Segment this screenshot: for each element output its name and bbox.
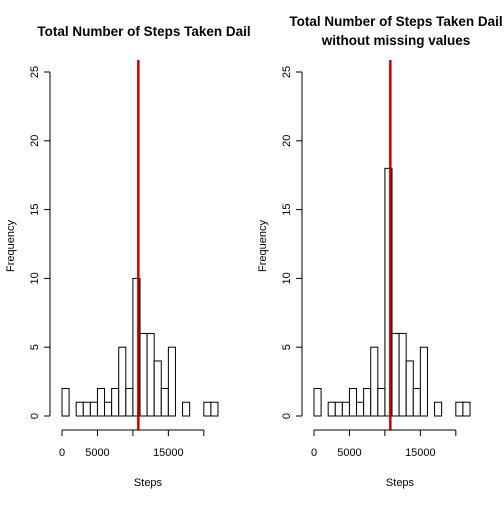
chart-title-line: Total Number of Steps Taken Dail (289, 14, 502, 29)
chart-title: Total Number of Steps Taken Dail without … (289, 14, 502, 48)
y-tick-label: 5 (281, 344, 293, 350)
histogram-bar (167, 346, 176, 417)
histogram-bar (391, 332, 400, 417)
histogram-bar (455, 401, 464, 417)
histogram-bar (348, 387, 358, 417)
x-axis-title: Steps (386, 477, 415, 489)
y-axis: 0 5 10 15 20 25 (29, 66, 51, 419)
histogram-bar (104, 401, 113, 417)
y-tick-label: 20 (281, 135, 293, 147)
histogram-bar (118, 346, 127, 417)
histogram-bar (146, 332, 155, 417)
histogram-bar (82, 401, 91, 417)
histogram-bar (111, 387, 120, 417)
histogram-bar (125, 387, 134, 417)
histogram-bar (139, 332, 148, 417)
histogram-bar (61, 387, 70, 417)
histogram-bar (89, 401, 98, 417)
y-axis-title: Frequency (257, 220, 269, 272)
histogram-bar (412, 387, 421, 417)
chart-title-line: Total Number of Steps Taken Dail (37, 24, 250, 39)
x-tick-label: 5000 (85, 447, 109, 459)
y-axis: 0 5 10 15 20 25 (281, 66, 303, 419)
x-tick-label: 0 (59, 447, 65, 459)
chart-title-line: without missing values (321, 33, 471, 48)
histogram-bar (462, 401, 471, 417)
histogram-bar (363, 387, 372, 417)
histogram-bar (377, 387, 386, 417)
histogram-bar (398, 332, 407, 417)
histogram-bar (327, 401, 336, 417)
y-tick-label: 0 (29, 413, 41, 419)
x-axis-title: Steps (134, 477, 163, 489)
histogram-bar (384, 167, 393, 417)
histogram-bar (160, 387, 169, 417)
y-tick-label: 5 (29, 344, 41, 350)
histogram-bar (96, 387, 106, 417)
y-tick-label: 15 (281, 203, 293, 215)
y-tick-label: 15 (29, 203, 41, 215)
x-tick-label: 15000 (153, 447, 184, 459)
histogram-bar (419, 346, 428, 417)
histogram-bar (182, 401, 191, 417)
histogram-panel-2: Total Number of Steps Taken Dail without … (257, 14, 503, 489)
histogram-bar (203, 401, 212, 417)
histogram-bar (75, 401, 84, 417)
histogram-bar (370, 346, 379, 417)
y-tick-label: 0 (281, 413, 293, 419)
histogram-bar (405, 360, 414, 417)
histogram-bar (334, 401, 343, 417)
chart-title: Total Number of Steps Taken Dail (37, 24, 250, 39)
y-axis-title: Frequency (5, 220, 17, 272)
histogram-bar (153, 360, 162, 417)
y-tick-label: 25 (281, 66, 293, 78)
x-axis: 0 5000 15000 (311, 429, 457, 459)
y-tick-label: 10 (29, 272, 41, 284)
histogram-bar (313, 387, 322, 417)
y-tick-label: 10 (281, 272, 293, 284)
histogram-bar (356, 401, 365, 417)
histogram-bar (341, 401, 350, 417)
x-tick-label: 15000 (405, 447, 436, 459)
y-tick-label: 20 (29, 135, 41, 147)
x-tick-label: 5000 (337, 447, 361, 459)
y-tick-label: 25 (29, 66, 41, 78)
x-axis: 0 5000 15000 (59, 429, 205, 459)
histogram-bar (210, 401, 219, 417)
histogram-bar (434, 401, 443, 417)
x-tick-label: 0 (311, 447, 317, 459)
